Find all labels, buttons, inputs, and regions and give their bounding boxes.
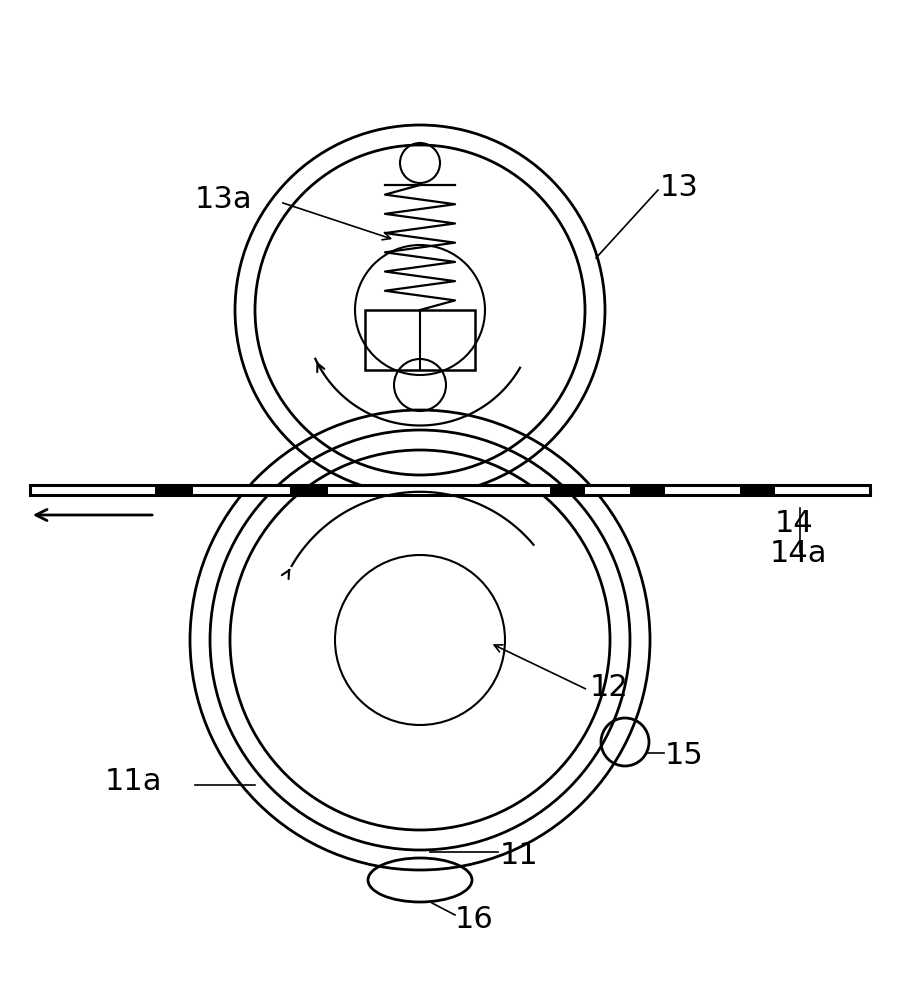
Text: 13: 13 [660, 173, 699, 203]
Text: 14: 14 [775, 510, 814, 539]
Bar [550, 484, 585, 496]
Bar [290, 484, 328, 496]
Text: 16: 16 [455, 906, 493, 935]
Text: 11: 11 [500, 841, 539, 869]
Text: 14a: 14a [770, 540, 828, 568]
Text: 12: 12 [590, 673, 629, 703]
Bar [740, 484, 775, 496]
Bar [30, 485, 870, 495]
Bar [630, 484, 665, 496]
Text: 15: 15 [665, 741, 704, 769]
Text: 11a: 11a [105, 767, 162, 797]
Text: 13a: 13a [195, 185, 253, 215]
Bar [365, 310, 475, 370]
Bar [155, 484, 193, 496]
